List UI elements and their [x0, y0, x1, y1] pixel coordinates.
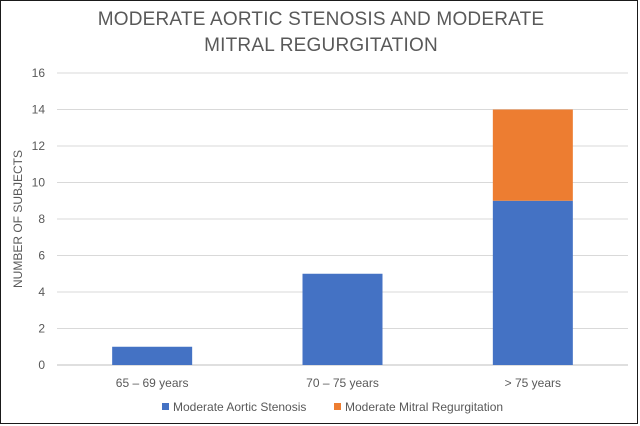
y-tick-label: 2 [38, 322, 45, 336]
bar-mitral-regurgitation [492, 109, 573, 201]
x-tick-label: 70 – 75 years [306, 376, 379, 390]
y-tick-label: 10 [32, 176, 46, 190]
bar-aortic-stenosis [302, 273, 383, 365]
x-tick-label: > 75 years [505, 376, 561, 390]
x-tick-label: 65 – 69 years [116, 376, 189, 390]
bar-aortic-stenosis [112, 346, 193, 365]
chart-title: MODERATE AORTIC STENOSIS AND MODERATE MI… [97, 9, 545, 56]
legend-label: Moderate Aortic Stenosis [173, 400, 306, 414]
y-tick-label: 4 [38, 285, 45, 299]
y-tick-label: 6 [38, 249, 45, 263]
legend-swatch [162, 403, 169, 410]
legend-swatch [334, 403, 341, 410]
y-tick-label: 16 [32, 66, 46, 80]
y-tick-label: 14 [32, 103, 46, 117]
y-tick-label: 12 [32, 139, 46, 153]
y-tick-label: 0 [38, 358, 45, 372]
bar-aortic-stenosis [492, 200, 573, 365]
legend-label: Moderate Mitral Regurgitation [345, 400, 503, 414]
y-tick-label: 8 [38, 212, 45, 226]
y-axis-label: NUMBER OF SUBJECTS [11, 150, 25, 288]
